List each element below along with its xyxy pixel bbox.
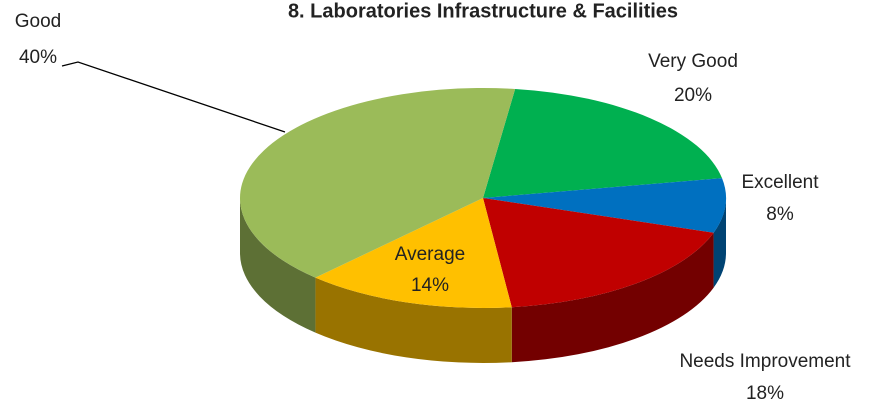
slice-label: Excellent: [741, 172, 819, 193]
pie-slice: [483, 88, 723, 198]
slice-label: Needs Improvement: [679, 351, 851, 372]
leader-line: [61, 61, 286, 133]
pie-slice: [239, 88, 516, 278]
slice-value-label: 8%: [766, 204, 794, 225]
slice-value-label: 18%: [746, 383, 784, 404]
slice-value-label: 14%: [411, 275, 449, 296]
pie-slice: [483, 178, 726, 233]
slice-label: Very Good: [648, 51, 738, 72]
pie-side: [315, 277, 512, 363]
pie-side: [713, 198, 726, 288]
pie-side: [240, 198, 316, 333]
pie-side: [511, 232, 714, 363]
chart-title: 8. Laboratories Infrastructure & Facilit…: [288, 0, 678, 22]
pie-slice: [483, 198, 714, 308]
pie-slice: [315, 198, 512, 308]
slice-value-label: 40%: [19, 47, 57, 68]
slice-label: Good: [15, 11, 61, 32]
slice-label: Average: [395, 244, 465, 265]
slice-value-label: 20%: [674, 85, 712, 106]
